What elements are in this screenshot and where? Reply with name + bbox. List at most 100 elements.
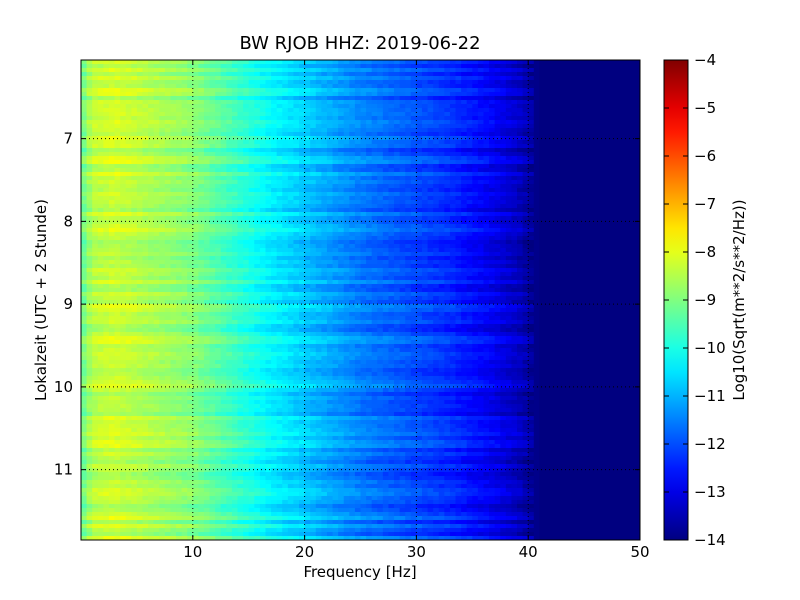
heatmap-cell — [321, 184, 328, 189]
heatmap-cell — [310, 124, 317, 129]
heatmap-cell — [528, 216, 535, 221]
heatmap-cell — [421, 148, 429, 153]
heatmap-cell — [170, 232, 177, 237]
heatmap-cell — [533, 140, 540, 145]
heatmap-cell — [500, 228, 507, 233]
heatmap-cell — [97, 156, 104, 161]
heatmap-cell — [634, 224, 640, 229]
heatmap-cell — [382, 112, 390, 117]
heatmap-cell — [198, 184, 205, 189]
heatmap-cell — [170, 148, 177, 153]
heatmap-cell — [304, 160, 311, 165]
heatmap-cell — [572, 168, 580, 173]
heatmap-cell — [131, 164, 138, 169]
heatmap-cell — [92, 208, 99, 213]
heatmap-cell — [612, 132, 619, 137]
heatmap-cell — [108, 144, 116, 149]
heatmap-cell — [142, 244, 149, 249]
heatmap-cell — [550, 212, 557, 217]
heatmap-cell — [388, 144, 395, 149]
heatmap-cell — [517, 76, 524, 81]
heatmap-cell — [449, 104, 457, 109]
heatmap-cell — [153, 104, 160, 109]
heatmap-cell — [366, 188, 373, 193]
heatmap-cell — [153, 156, 160, 161]
heatmap-cell — [572, 92, 580, 97]
heatmap-cell — [584, 128, 591, 133]
heatmap-cell — [382, 60, 390, 65]
heatmap-cell — [170, 256, 177, 261]
heatmap-cell — [108, 164, 116, 169]
heatmap-cell — [533, 192, 540, 197]
heatmap-cell — [612, 120, 619, 125]
heatmap-cell — [600, 140, 608, 145]
heatmap-cell — [377, 256, 384, 261]
heatmap-cell — [170, 132, 177, 137]
heatmap-cell — [81, 236, 88, 241]
heatmap-cell — [438, 156, 445, 161]
heatmap-cell — [282, 156, 289, 161]
heatmap-cell — [237, 112, 244, 117]
heatmap-cell — [561, 96, 568, 101]
heatmap-cell — [461, 236, 468, 241]
heatmap-cell — [517, 68, 524, 73]
heatmap-cell — [226, 104, 233, 109]
heatmap-cell — [511, 116, 518, 121]
heatmap-cell — [589, 200, 596, 205]
heatmap-cell — [572, 112, 580, 117]
heatmap-cell — [466, 76, 473, 81]
heatmap-cell — [556, 68, 563, 73]
heatmap-cell — [159, 140, 166, 145]
heatmap-cell — [533, 88, 540, 93]
heatmap-cell — [276, 80, 283, 85]
heatmap-cell — [354, 240, 362, 245]
heatmap-cell — [276, 72, 283, 77]
heatmap-cell — [477, 124, 485, 129]
heatmap-cell — [226, 252, 233, 257]
heatmap-cell — [231, 100, 239, 105]
heatmap-cell — [142, 156, 149, 161]
heatmap-cell — [606, 124, 613, 129]
heatmap-cell — [438, 204, 445, 209]
heatmap-cell — [528, 196, 535, 201]
heatmap-cell — [338, 64, 345, 69]
heatmap-cell — [483, 68, 490, 73]
heatmap-cell — [612, 196, 619, 201]
heatmap-cell — [360, 232, 367, 237]
heatmap-cell — [354, 176, 362, 181]
heatmap-cell — [421, 204, 429, 209]
heatmap-cell — [103, 108, 110, 113]
heatmap-cell — [623, 176, 630, 181]
heatmap-cell — [394, 184, 401, 189]
heatmap-cell — [321, 180, 328, 185]
heatmap-cell — [271, 92, 278, 97]
heatmap-cell — [500, 220, 507, 225]
heatmap-cell — [198, 88, 205, 93]
heatmap-cell — [181, 244, 188, 249]
heatmap-cell — [455, 96, 462, 101]
heatmap-cell — [209, 72, 216, 77]
heatmap-cell — [226, 84, 233, 89]
heatmap-cell — [97, 240, 104, 245]
heatmap-cell — [293, 208, 300, 213]
heatmap-cell — [81, 72, 88, 77]
heatmap-cell — [472, 92, 479, 97]
heatmap-cell — [176, 80, 183, 85]
heatmap-cell — [81, 244, 88, 249]
heatmap-cell — [81, 128, 88, 133]
heatmap-cell — [410, 192, 417, 197]
heatmap-cell — [271, 148, 278, 153]
heatmap-cell — [533, 68, 540, 73]
heatmap-cell — [427, 200, 434, 205]
heatmap-cell — [466, 80, 473, 85]
heatmap-cell — [438, 244, 445, 249]
heatmap-cell — [187, 228, 194, 233]
heatmap-cell — [282, 132, 289, 137]
heatmap-cell — [455, 180, 462, 185]
heatmap-cell — [326, 196, 334, 201]
heatmap-cell — [505, 208, 513, 213]
heatmap-cell — [164, 168, 172, 173]
heatmap-cell — [483, 140, 490, 145]
heatmap-cell — [628, 148, 636, 153]
heatmap-cell — [433, 172, 440, 177]
